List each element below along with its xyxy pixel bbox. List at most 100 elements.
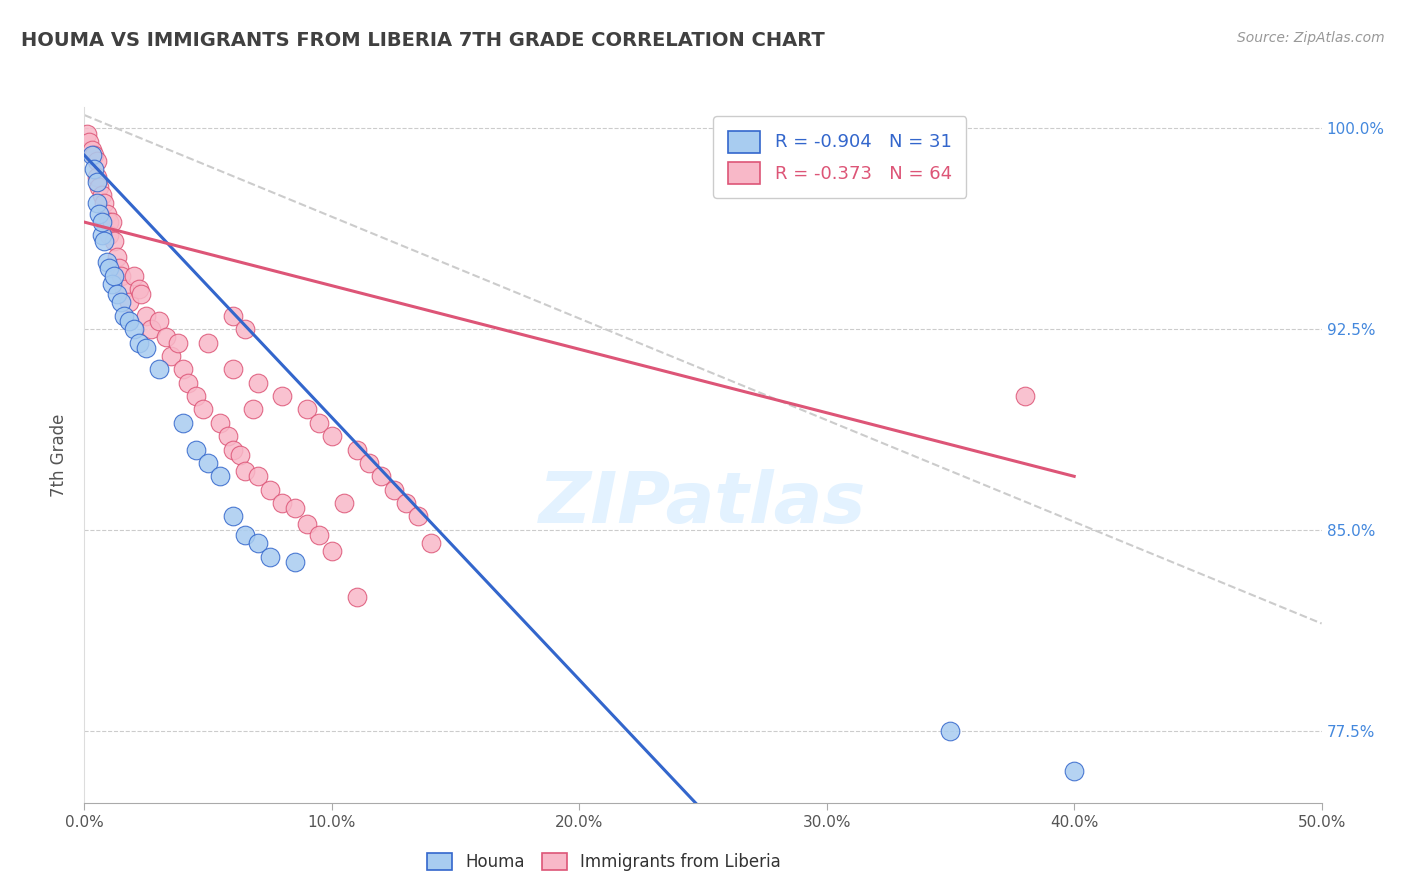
Point: [160, 349, 183, 363]
Point: [86, 169, 108, 184]
Point: [184, 389, 207, 403]
Point: [271, 496, 294, 510]
Text: Source: ZipAtlas.com: Source: ZipAtlas.com: [1237, 31, 1385, 45]
Point: [259, 549, 281, 564]
Point: [86, 153, 108, 168]
Point: [382, 483, 405, 497]
Point: [89, 207, 111, 221]
Point: [321, 429, 343, 443]
Point: [271, 389, 294, 403]
Point: [89, 180, 111, 194]
Point: [222, 442, 245, 457]
Point: [103, 268, 125, 283]
Point: [172, 416, 194, 430]
Point: [86, 175, 108, 189]
Point: [246, 536, 269, 550]
Point: [128, 282, 150, 296]
Point: [370, 469, 392, 483]
Point: [112, 282, 135, 296]
Point: [110, 268, 132, 283]
Point: [80, 148, 103, 162]
Point: [118, 295, 141, 310]
Point: [128, 335, 150, 350]
Point: [184, 442, 207, 457]
Point: [229, 448, 252, 462]
Point: [93, 234, 115, 248]
Point: [246, 376, 269, 390]
Y-axis label: 7th Grade: 7th Grade: [51, 413, 69, 497]
Point: [191, 402, 214, 417]
Point: [148, 314, 170, 328]
Point: [246, 469, 269, 483]
Point: [118, 314, 141, 328]
Point: [209, 416, 232, 430]
Point: [76, 127, 98, 141]
Point: [105, 287, 128, 301]
Point: [357, 456, 380, 470]
Point: [233, 322, 256, 336]
Point: [79, 135, 101, 149]
Point: [295, 402, 318, 417]
Point: [122, 268, 145, 283]
Point: [346, 442, 368, 457]
Point: [83, 148, 105, 162]
Point: [1014, 389, 1036, 403]
Point: [83, 161, 105, 176]
Point: [129, 287, 152, 301]
Point: [242, 402, 264, 417]
Point: [148, 362, 170, 376]
Point: [103, 234, 125, 248]
Point: [93, 196, 115, 211]
Point: [295, 517, 318, 532]
Point: [135, 309, 157, 323]
Point: [98, 215, 121, 229]
Point: [112, 309, 135, 323]
Point: [86, 196, 108, 211]
Point: [333, 496, 356, 510]
Point: [308, 528, 330, 542]
Point: [408, 509, 430, 524]
Point: [100, 215, 122, 229]
Point: [96, 207, 118, 221]
Point: [284, 555, 307, 569]
Point: [177, 376, 200, 390]
Legend: Houma, Immigrants from Liberia: Houma, Immigrants from Liberia: [420, 847, 787, 878]
Point: [90, 215, 112, 229]
Point: [233, 528, 256, 542]
Point: [222, 309, 245, 323]
Point: [122, 322, 145, 336]
Point: [167, 335, 190, 350]
Point: [90, 228, 112, 243]
Point: [108, 260, 131, 275]
Point: [321, 544, 343, 558]
Point: [197, 335, 219, 350]
Point: [98, 260, 121, 275]
Point: [308, 416, 330, 430]
Point: [1063, 764, 1085, 778]
Point: [197, 456, 219, 470]
Point: [233, 464, 256, 478]
Point: [105, 250, 128, 264]
Point: [155, 330, 177, 344]
Point: [135, 341, 157, 355]
Point: [346, 590, 368, 604]
Point: [110, 295, 132, 310]
Point: [222, 509, 245, 524]
Point: [939, 723, 962, 738]
Text: ZIPatlas: ZIPatlas: [540, 469, 866, 538]
Point: [90, 188, 112, 202]
Point: [209, 469, 232, 483]
Point: [222, 362, 245, 376]
Point: [98, 228, 121, 243]
Point: [419, 536, 441, 550]
Point: [395, 496, 418, 510]
Point: [259, 483, 281, 497]
Point: [172, 362, 194, 376]
Point: [217, 429, 239, 443]
Point: [100, 277, 122, 291]
Point: [96, 255, 118, 269]
Point: [284, 501, 307, 516]
Point: [141, 322, 163, 336]
Point: [80, 143, 103, 157]
Text: HOUMA VS IMMIGRANTS FROM LIBERIA 7TH GRADE CORRELATION CHART: HOUMA VS IMMIGRANTS FROM LIBERIA 7TH GRA…: [21, 31, 825, 50]
